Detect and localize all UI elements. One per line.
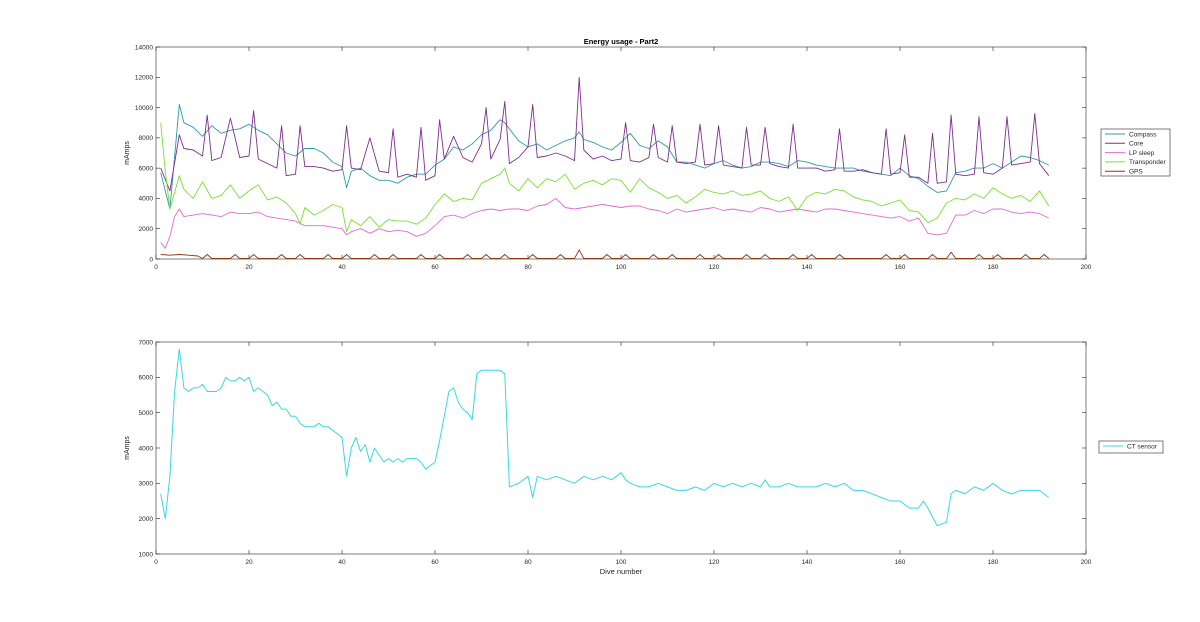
bottom-y-tick-label: 3000 xyxy=(139,481,154,488)
top-x-tick-label: 140 xyxy=(802,264,813,271)
bottom-x-tick-label: 120 xyxy=(709,559,720,566)
top-y-tick-label: 4000 xyxy=(139,196,154,203)
legend-label-ct-sensor: CT sensor xyxy=(1127,443,1158,450)
bottom-x-tick-label: 180 xyxy=(988,559,999,566)
legend-label-core: Core xyxy=(1129,141,1143,148)
top-y-tick-label: 14000 xyxy=(135,44,153,51)
bottom-y-tick-label: 6000 xyxy=(139,375,154,382)
legend-label-lp-sleep: LP sleep xyxy=(1129,150,1155,157)
top-y-tick-label: 10000 xyxy=(135,105,153,112)
top-x-tick-label: 0 xyxy=(154,264,158,271)
bottom-x-tick-label: 200 xyxy=(1081,559,1092,566)
bottom-y-axis-label: mAmps xyxy=(124,436,131,460)
bottom-x-tick-label: 40 xyxy=(338,559,346,566)
top-x-tick-label: 20 xyxy=(245,264,253,271)
bottom-y-tick-label: 2000 xyxy=(139,516,154,523)
bottom-x-tick-label: 60 xyxy=(431,559,439,566)
series-line-compass xyxy=(160,104,1049,210)
bottom-x-tick-label: 0 xyxy=(154,559,158,566)
bottom-x-tick-label: 160 xyxy=(895,559,906,566)
top-y-tick-label: 6000 xyxy=(139,165,154,172)
bottom-legend-box xyxy=(1098,440,1164,454)
bottom-axes-ticks: 0 20 40 60 80 100 120 140 160 180 200 1000 2000 3000 4… xyxy=(139,339,1092,566)
top-y-tick-label: 12000 xyxy=(135,75,153,82)
series-line-transponder xyxy=(160,122,1050,233)
bottom-axes-box xyxy=(155,341,1087,555)
bottom-x-tick-label: 20 xyxy=(245,559,253,566)
top-chart-title: Energy usage - Part2 xyxy=(584,37,659,46)
bottom-x-tick-label: 140 xyxy=(802,559,813,566)
bottom-y-tick-label: 1000 xyxy=(139,551,154,558)
bottom-series-lines xyxy=(160,348,1050,527)
series-line-ct-sensor xyxy=(160,348,1050,527)
top-x-tick-label: 200 xyxy=(1081,264,1092,271)
top-legend-items: Compass Core LP sleep Transponder GPS xyxy=(1105,131,1166,176)
bottom-legend-items: CT sensor xyxy=(1103,443,1158,450)
bottom-x-tick-label: 100 xyxy=(616,559,627,566)
top-x-tick-label: 100 xyxy=(616,264,627,271)
series-line-lp-sleep xyxy=(160,197,1049,249)
top-x-tick-label: 120 xyxy=(709,264,720,271)
bottom-axes: mAmps Dive number 0 20 40 60 80 100 120 140 160 1… xyxy=(124,339,1164,576)
top-x-tick-label: 180 xyxy=(988,264,999,271)
top-legend: Compass Core LP sleep Transponder GPS xyxy=(1100,128,1171,177)
top-y-tick-label: 0 xyxy=(149,256,153,263)
bottom-x-tick-label: 80 xyxy=(524,559,532,566)
bottom-y-tick-label: 5000 xyxy=(139,410,154,417)
bottom-x-axis-label: Dive number xyxy=(600,567,643,576)
series-line-core xyxy=(160,76,1050,192)
top-x-tick-label: 60 xyxy=(431,264,439,271)
legend-label-transponder: Transponder xyxy=(1129,159,1166,166)
top-x-tick-label: 40 xyxy=(338,264,346,271)
top-y-tick-label: 8000 xyxy=(139,135,154,142)
top-x-tick-label: 160 xyxy=(895,264,906,271)
top-axes-box xyxy=(155,46,1087,260)
top-axes: Energy usage - Part2 mAmps 0 20 40 60 80 100 1… xyxy=(124,37,1171,271)
series-line-gps xyxy=(160,249,1050,259)
top-x-tick-label: 80 xyxy=(524,264,532,271)
legend-label-compass: Compass xyxy=(1129,131,1157,138)
bottom-y-tick-label: 7000 xyxy=(139,339,154,346)
top-y-tick-label: 2000 xyxy=(139,226,154,233)
legend-label-gps: GPS xyxy=(1129,169,1143,176)
top-axes-ticks: 0 20 40 60 80 100 120 140 160 180 2000200040006000… xyxy=(135,44,1092,271)
top-series-lines xyxy=(160,76,1050,259)
bottom-legend: CT sensor xyxy=(1098,440,1164,454)
bottom-y-tick-label: 4000 xyxy=(139,445,154,452)
top-y-axis-label: mAmps xyxy=(124,141,131,165)
